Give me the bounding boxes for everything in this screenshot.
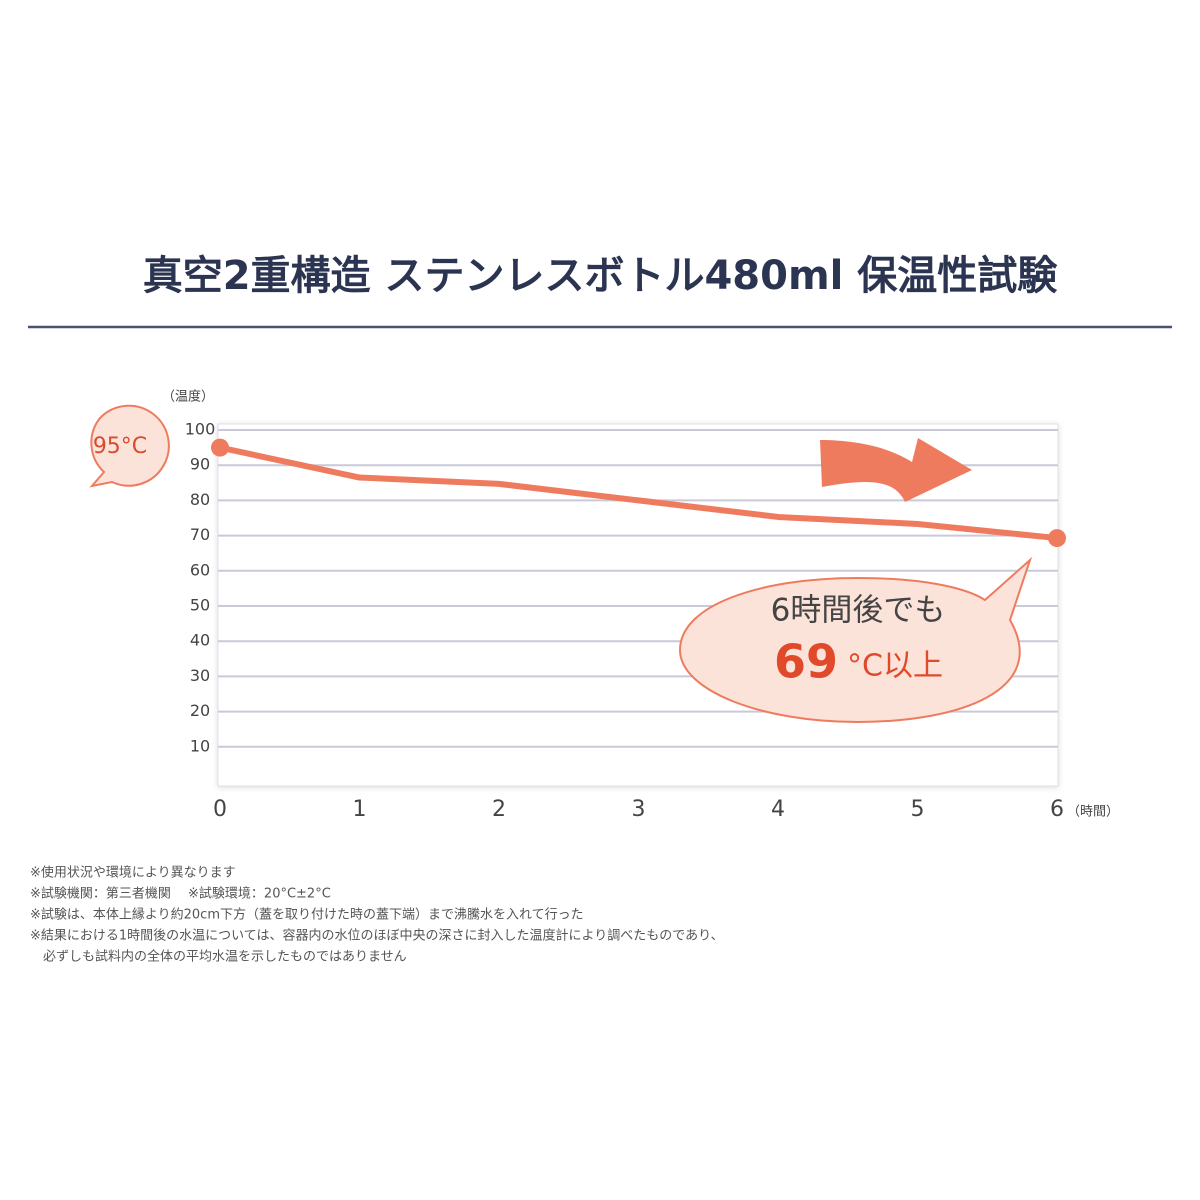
callout-number: 69: [774, 635, 838, 689]
callout-bubble: [678, 556, 1033, 724]
y-axis-label: （温度）: [162, 389, 214, 405]
x-tick-label: 5: [911, 797, 925, 822]
data-line: [219, 444, 1058, 542]
y-tick-label: 70: [190, 525, 210, 544]
chart-title: 真空2重構造 ステンレスボトル480ml 保温性試験: [143, 253, 1059, 299]
y-tick-label: 20: [190, 701, 210, 720]
data-point: [1048, 529, 1066, 548]
footnote: 必ずしも試料内の全体の平均水温を示したものではありません: [30, 949, 407, 965]
footnote: ※試験機関：第三者機関 ※試験環境：20°C±2°C: [30, 886, 331, 902]
footnote: ※結果における1時間後の水温については、容器内の水位のほぼ中央の深さに封入した温…: [30, 928, 724, 944]
footnote: ※試験は、本体上縁より約20cm下方（蓋を取り付けた時の蓋下端）まで沸騰水を入れ…: [30, 907, 584, 923]
y-tick-label: 10: [190, 736, 210, 755]
x-tick-label: 2: [492, 797, 506, 822]
x-tick-label: 1: [353, 797, 367, 822]
y-tick-label: 90: [190, 455, 210, 474]
data-point: [211, 438, 229, 457]
y-tick-label: 100: [185, 420, 216, 439]
callout-text: 6時間後でも: [771, 593, 946, 629]
start-label: 95°C: [93, 434, 147, 459]
arrow-icon: [820, 438, 972, 502]
y-tick-label: 80: [190, 490, 210, 509]
y-tick-label: 40: [190, 631, 210, 650]
x-tick-label: 3: [632, 797, 646, 822]
callout-unit: °C以上: [847, 649, 943, 684]
x-axis-label: （時間）: [1067, 805, 1119, 820]
footnote: ※使用状況や環境により異なります: [30, 865, 236, 881]
y-tick-label: 50: [190, 596, 210, 615]
x-tick-label: 0: [213, 797, 227, 822]
y-tick-label: 30: [190, 666, 210, 685]
x-tick-label: 4: [771, 797, 785, 822]
y-tick-label: 60: [190, 560, 210, 579]
start-bubble: [89, 404, 170, 488]
x-tick-label: 6: [1050, 797, 1064, 822]
